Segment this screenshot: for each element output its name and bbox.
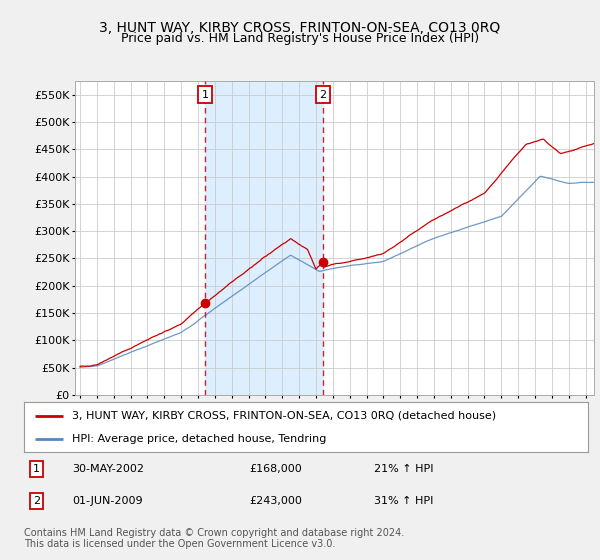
- Text: 1: 1: [33, 464, 40, 474]
- Text: 2: 2: [319, 90, 326, 100]
- Text: 2: 2: [33, 496, 40, 506]
- Text: 3, HUNT WAY, KIRBY CROSS, FRINTON-ON-SEA, CO13 0RQ: 3, HUNT WAY, KIRBY CROSS, FRINTON-ON-SEA…: [100, 21, 500, 35]
- Text: 31% ↑ HPI: 31% ↑ HPI: [374, 496, 433, 506]
- Text: Price paid vs. HM Land Registry's House Price Index (HPI): Price paid vs. HM Land Registry's House …: [121, 32, 479, 45]
- Text: £243,000: £243,000: [250, 496, 302, 506]
- Text: HPI: Average price, detached house, Tendring: HPI: Average price, detached house, Tend…: [72, 434, 326, 444]
- Text: Contains HM Land Registry data © Crown copyright and database right 2024.
This d: Contains HM Land Registry data © Crown c…: [24, 528, 404, 549]
- Text: £168,000: £168,000: [250, 464, 302, 474]
- Text: 1: 1: [202, 90, 208, 100]
- Text: 21% ↑ HPI: 21% ↑ HPI: [374, 464, 433, 474]
- Text: 3, HUNT WAY, KIRBY CROSS, FRINTON-ON-SEA, CO13 0RQ (detached house): 3, HUNT WAY, KIRBY CROSS, FRINTON-ON-SEA…: [72, 410, 496, 421]
- Bar: [205, 81, 323, 395]
- Text: 01-JUN-2009: 01-JUN-2009: [72, 496, 143, 506]
- Text: 30-MAY-2002: 30-MAY-2002: [72, 464, 144, 474]
